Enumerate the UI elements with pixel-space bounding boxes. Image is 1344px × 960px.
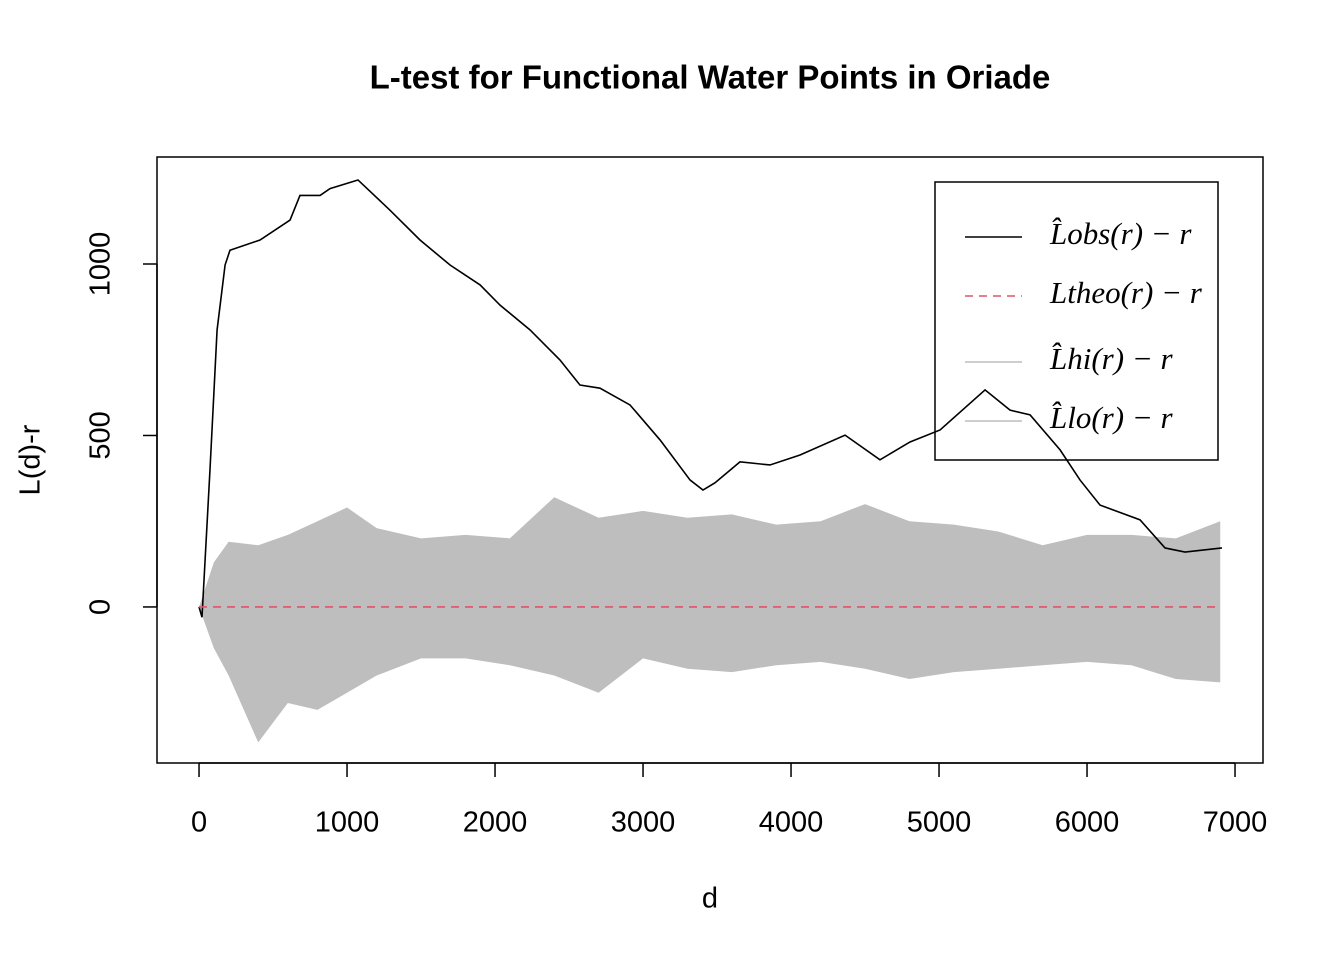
y-tick-label: 0 bbox=[85, 599, 117, 615]
x-tick-label: 1000 bbox=[315, 807, 380, 839]
x-tick-label: 7000 bbox=[1203, 807, 1268, 839]
legend-label: Ltheo(r) − r bbox=[1049, 275, 1203, 310]
chart-title: L-test for Functional Water Points in Or… bbox=[370, 59, 1051, 96]
legend-label: L̂hi(r) − r bbox=[1049, 341, 1173, 376]
x-tick-label: 0 bbox=[191, 807, 207, 839]
y-axis-label: L(d)-r bbox=[15, 424, 47, 495]
legend-label: L̂obs(r) − r bbox=[1049, 216, 1192, 251]
x-tick-label: 4000 bbox=[759, 807, 824, 839]
legend-box bbox=[934, 181, 1219, 461]
envelope-band bbox=[199, 497, 1221, 743]
legend-label: L̂lo(r) − r bbox=[1049, 400, 1173, 435]
series-line bbox=[198, 179, 1223, 618]
x-tick-label: 6000 bbox=[1055, 807, 1120, 839]
x-tick-label: 2000 bbox=[463, 807, 528, 839]
y-tick-label: 1000 bbox=[85, 232, 117, 297]
plot-area bbox=[198, 179, 1223, 743]
x-tick-label: 5000 bbox=[907, 807, 972, 839]
x-tick-label: 3000 bbox=[611, 807, 676, 839]
legend: L̂obs(r) − r Ltheo(r) − r L̂hi(r) − r L̂lo(… bbox=[934, 181, 1219, 461]
y-tick-label: 500 bbox=[85, 411, 117, 459]
x-axis-label: d bbox=[702, 883, 718, 915]
